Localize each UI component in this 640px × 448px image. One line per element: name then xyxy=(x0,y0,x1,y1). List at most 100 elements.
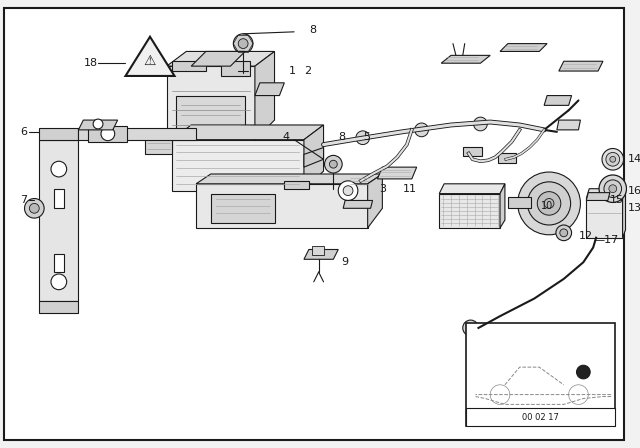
Polygon shape xyxy=(191,52,245,66)
Circle shape xyxy=(356,131,370,145)
Polygon shape xyxy=(79,128,196,140)
Polygon shape xyxy=(378,167,417,179)
Polygon shape xyxy=(304,147,324,167)
Circle shape xyxy=(609,185,617,193)
Circle shape xyxy=(602,148,623,170)
Text: 4: 4 xyxy=(282,132,289,142)
Polygon shape xyxy=(125,37,175,76)
Polygon shape xyxy=(439,194,500,228)
Circle shape xyxy=(604,180,621,198)
Circle shape xyxy=(606,152,620,166)
Text: 13: 13 xyxy=(627,203,640,213)
Circle shape xyxy=(324,155,342,173)
Text: 11: 11 xyxy=(403,184,417,194)
Circle shape xyxy=(343,186,353,196)
Polygon shape xyxy=(304,250,339,259)
Circle shape xyxy=(490,385,510,405)
Polygon shape xyxy=(177,95,245,135)
Circle shape xyxy=(556,225,572,241)
Text: 7: 7 xyxy=(20,195,28,206)
Circle shape xyxy=(577,365,590,379)
Circle shape xyxy=(51,161,67,177)
Polygon shape xyxy=(557,120,580,130)
Text: 18: 18 xyxy=(84,58,98,68)
Polygon shape xyxy=(79,120,118,130)
Polygon shape xyxy=(166,66,255,140)
Text: 5: 5 xyxy=(363,132,370,142)
Text: 2: 2 xyxy=(304,66,311,76)
Bar xyxy=(54,254,64,272)
Circle shape xyxy=(238,39,248,48)
Polygon shape xyxy=(255,83,284,95)
Text: 14: 14 xyxy=(627,154,640,164)
Polygon shape xyxy=(500,43,547,52)
Bar xyxy=(466,408,615,426)
Text: 3: 3 xyxy=(379,184,386,194)
Circle shape xyxy=(474,117,487,131)
Circle shape xyxy=(527,182,571,225)
Circle shape xyxy=(610,156,616,162)
Circle shape xyxy=(569,385,588,405)
Polygon shape xyxy=(498,153,516,163)
Circle shape xyxy=(463,320,479,336)
Polygon shape xyxy=(544,95,572,105)
Polygon shape xyxy=(172,125,324,140)
Text: 1: 1 xyxy=(289,66,296,76)
Polygon shape xyxy=(39,302,79,313)
Circle shape xyxy=(560,229,568,237)
Bar xyxy=(466,323,615,426)
Polygon shape xyxy=(284,181,309,189)
Circle shape xyxy=(93,119,103,129)
Polygon shape xyxy=(472,323,488,333)
Polygon shape xyxy=(172,140,304,191)
Polygon shape xyxy=(39,140,79,302)
Circle shape xyxy=(518,172,580,235)
Polygon shape xyxy=(196,174,382,184)
Polygon shape xyxy=(439,184,505,194)
Polygon shape xyxy=(88,126,127,142)
Text: 9: 9 xyxy=(341,257,348,267)
Circle shape xyxy=(339,181,358,200)
Polygon shape xyxy=(586,193,610,200)
Polygon shape xyxy=(172,61,206,71)
Polygon shape xyxy=(196,184,367,228)
Circle shape xyxy=(537,192,561,215)
Text: 8: 8 xyxy=(339,132,346,142)
Polygon shape xyxy=(463,146,483,156)
Bar xyxy=(54,189,64,208)
Circle shape xyxy=(24,198,44,218)
Polygon shape xyxy=(586,189,625,198)
Polygon shape xyxy=(166,52,275,66)
Polygon shape xyxy=(343,200,372,208)
Circle shape xyxy=(101,127,115,141)
Circle shape xyxy=(234,34,253,53)
Polygon shape xyxy=(623,189,625,238)
Text: 00 02 17: 00 02 17 xyxy=(522,413,559,422)
Circle shape xyxy=(544,198,554,208)
Circle shape xyxy=(599,175,627,202)
Circle shape xyxy=(330,160,337,168)
Polygon shape xyxy=(441,56,490,63)
Text: 6: 6 xyxy=(20,127,28,137)
Circle shape xyxy=(51,274,67,290)
Polygon shape xyxy=(145,135,172,155)
Polygon shape xyxy=(586,198,623,238)
Polygon shape xyxy=(500,184,505,228)
Text: 8: 8 xyxy=(309,25,316,35)
Text: —17: —17 xyxy=(593,235,618,245)
Circle shape xyxy=(29,203,39,213)
Polygon shape xyxy=(221,61,250,76)
Polygon shape xyxy=(508,197,531,208)
Polygon shape xyxy=(367,174,382,228)
Text: 15: 15 xyxy=(610,195,624,206)
Text: ⚠: ⚠ xyxy=(144,54,156,68)
Text: 16: 16 xyxy=(627,185,640,196)
Polygon shape xyxy=(348,175,371,187)
Text: 10: 10 xyxy=(541,201,553,211)
Polygon shape xyxy=(211,194,275,223)
Text: 12: 12 xyxy=(579,231,593,241)
Bar xyxy=(312,246,324,255)
Polygon shape xyxy=(559,61,603,71)
Circle shape xyxy=(415,123,428,137)
Polygon shape xyxy=(39,128,79,140)
